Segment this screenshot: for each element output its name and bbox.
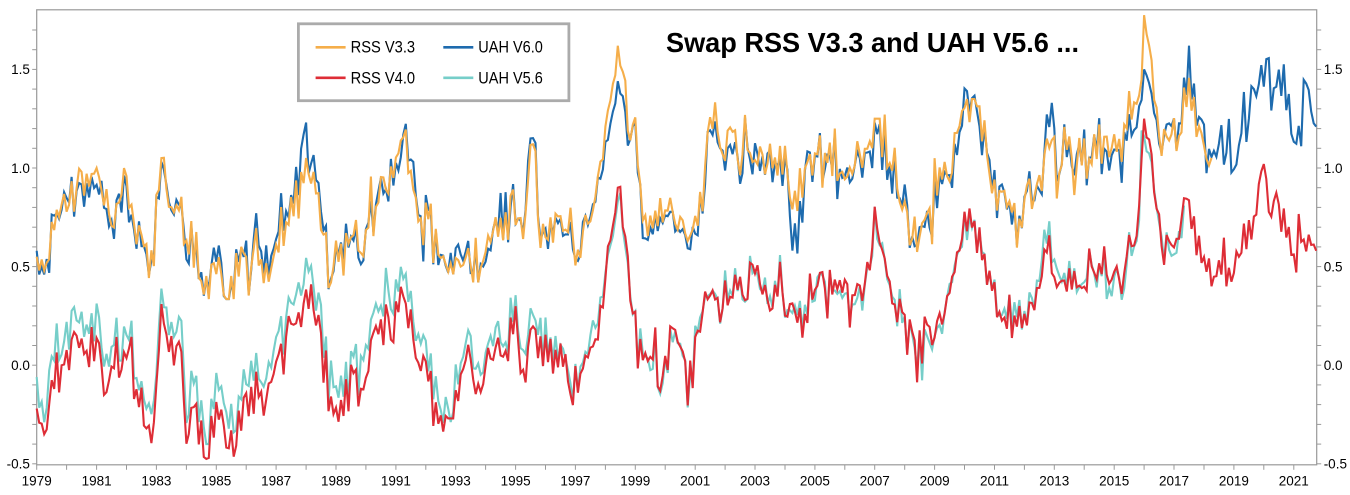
- svg-text:2001: 2001: [680, 474, 710, 489]
- svg-text:1981: 1981: [82, 474, 112, 489]
- svg-text:1993: 1993: [441, 474, 471, 489]
- svg-text:RSS V3.3: RSS V3.3: [351, 38, 416, 56]
- svg-text:2017: 2017: [1159, 474, 1189, 489]
- svg-text:-0.5: -0.5: [1324, 457, 1347, 472]
- svg-text:2009: 2009: [920, 474, 950, 489]
- svg-text:0.0: 0.0: [11, 358, 30, 373]
- svg-text:RSS V4.0: RSS V4.0: [351, 69, 416, 87]
- svg-text:1979: 1979: [22, 474, 52, 489]
- svg-text:1985: 1985: [201, 474, 231, 489]
- svg-text:1.5: 1.5: [11, 62, 30, 77]
- svg-text:2005: 2005: [800, 474, 830, 489]
- svg-text:0.5: 0.5: [11, 259, 30, 274]
- svg-text:0.0: 0.0: [1324, 358, 1343, 373]
- svg-text:UAH V6.0: UAH V6.0: [478, 38, 543, 56]
- svg-text:2003: 2003: [740, 474, 770, 489]
- svg-text:1.0: 1.0: [11, 161, 30, 176]
- svg-text:1997: 1997: [560, 474, 590, 489]
- svg-text:1995: 1995: [501, 474, 531, 489]
- svg-text:UAH V5.6: UAH V5.6: [478, 69, 543, 87]
- svg-text:0.5: 0.5: [1324, 259, 1343, 274]
- svg-text:2021: 2021: [1279, 474, 1309, 489]
- svg-text:1999: 1999: [620, 474, 650, 489]
- svg-text:2013: 2013: [1039, 474, 1069, 489]
- svg-text:Swap RSS V3.3 and UAH V5.6 ...: Swap RSS V3.3 and UAH V5.6 ...: [666, 27, 1079, 58]
- svg-text:1987: 1987: [261, 474, 291, 489]
- svg-text:2019: 2019: [1219, 474, 1249, 489]
- svg-text:2007: 2007: [860, 474, 890, 489]
- svg-text:1989: 1989: [321, 474, 351, 489]
- svg-text:1.5: 1.5: [1324, 62, 1343, 77]
- svg-text:2015: 2015: [1099, 474, 1129, 489]
- svg-text:1.0: 1.0: [1324, 161, 1343, 176]
- svg-text:1983: 1983: [141, 474, 171, 489]
- svg-text:2011: 2011: [980, 474, 1009, 489]
- svg-text:-0.5: -0.5: [7, 457, 30, 472]
- svg-text:1991: 1991: [381, 474, 411, 489]
